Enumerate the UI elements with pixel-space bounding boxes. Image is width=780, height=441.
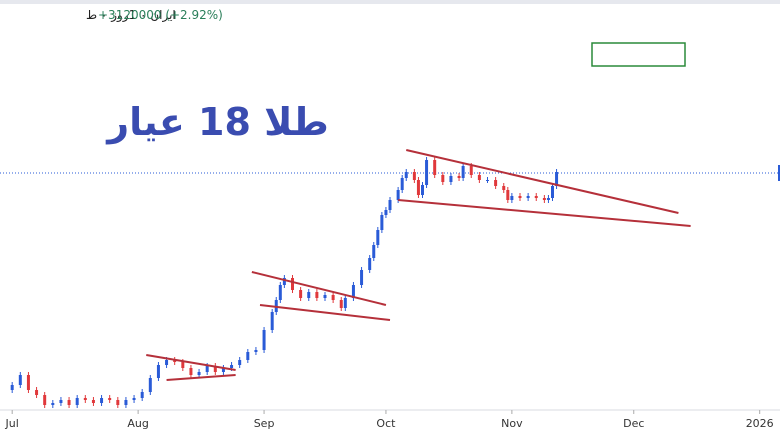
symbol: ایران ۰ 1روز ۰ ط — [86, 8, 176, 23]
candle-body — [270, 312, 274, 330]
candle-body — [124, 400, 128, 405]
candle-body — [421, 185, 424, 195]
candle-body — [380, 215, 384, 230]
trendline — [398, 199, 691, 227]
candle-body — [494, 180, 498, 186]
candle-body — [108, 398, 112, 400]
candle-body — [254, 350, 258, 352]
candle-body — [360, 270, 364, 285]
candle-body — [339, 300, 343, 308]
candle-body — [83, 398, 87, 400]
candle-body — [486, 180, 489, 181]
candle-body — [100, 398, 104, 403]
candle-body — [189, 368, 193, 375]
candle-body — [388, 200, 392, 210]
trendline — [406, 149, 679, 214]
candle-body — [230, 365, 234, 368]
change: +3120000 (+2.92%) — [98, 8, 223, 22]
candle-body — [506, 190, 510, 200]
candle-body — [331, 295, 335, 300]
candle-body — [132, 398, 136, 400]
x-tick-label: Oct — [376, 417, 396, 430]
x-tick-label: Sep — [254, 417, 275, 430]
candle-body — [469, 166, 473, 175]
candle-body — [551, 186, 554, 198]
candle-body — [282, 278, 286, 285]
candle-body — [26, 375, 30, 390]
candle-body — [10, 385, 14, 390]
candle-body — [542, 198, 546, 200]
x-tick-label: Aug — [127, 417, 148, 430]
candle-body — [165, 360, 169, 365]
candle-body — [156, 365, 160, 378]
candle-body — [400, 178, 404, 190]
x-tick-label: Jul — [5, 417, 19, 430]
candle-body — [343, 298, 347, 308]
x-tick-label: Nov — [501, 417, 523, 430]
candle-body — [140, 392, 144, 398]
candle-body — [197, 372, 201, 375]
trendline — [146, 354, 236, 371]
candle-body — [221, 368, 225, 372]
candle-body — [441, 175, 445, 182]
current-price-marker — [778, 165, 780, 181]
candle-body — [91, 400, 95, 403]
top-bar — [0, 0, 780, 4]
candle-body — [315, 292, 319, 298]
candle-body — [477, 175, 481, 180]
candle-body — [18, 375, 22, 385]
candle-body — [368, 258, 372, 270]
candle-body — [307, 292, 311, 298]
candle-body — [555, 172, 559, 186]
candle-body — [412, 172, 416, 180]
candle-body — [396, 190, 400, 200]
x-tick-label: Dec — [623, 417, 644, 430]
candle-body — [67, 400, 71, 405]
trendline — [251, 271, 387, 306]
box — [591, 42, 686, 67]
candle-body — [461, 166, 465, 178]
trendline — [166, 374, 236, 381]
candle-body — [376, 230, 380, 245]
candle-body — [43, 395, 47, 405]
candle-body — [116, 400, 120, 405]
candle-body — [510, 196, 514, 200]
candle-body — [291, 278, 294, 290]
candle-body — [59, 400, 63, 403]
chart-title: طلا 18 عیار — [105, 100, 329, 144]
candle-body — [51, 403, 55, 405]
x-tick-label: 2026 — [746, 417, 774, 430]
candle-body — [534, 196, 538, 198]
candle-body — [262, 330, 266, 350]
candle-body — [278, 285, 282, 300]
candle-body — [546, 198, 550, 200]
candle-body — [502, 186, 506, 190]
candle-body — [75, 398, 79, 405]
candle-body — [246, 352, 250, 360]
candle-body — [148, 378, 152, 392]
candle-body — [384, 210, 388, 215]
candle-body — [173, 360, 177, 362]
candle-body — [425, 160, 429, 185]
candle-body — [35, 390, 39, 395]
candle-body — [433, 160, 437, 175]
candle-body — [238, 360, 242, 365]
candle-body — [404, 172, 408, 178]
candle-body — [299, 290, 303, 298]
candle-body — [457, 176, 461, 178]
candle-body — [351, 285, 355, 298]
trendline — [259, 304, 391, 321]
candle-body — [372, 245, 376, 258]
candle-body — [181, 362, 185, 368]
candle-body — [416, 180, 420, 195]
candle-body — [526, 196, 530, 198]
candle-body — [323, 295, 327, 298]
candle-body — [518, 196, 522, 198]
candle-body — [213, 366, 217, 372]
candle-body — [449, 176, 453, 182]
candle-body — [205, 366, 209, 372]
